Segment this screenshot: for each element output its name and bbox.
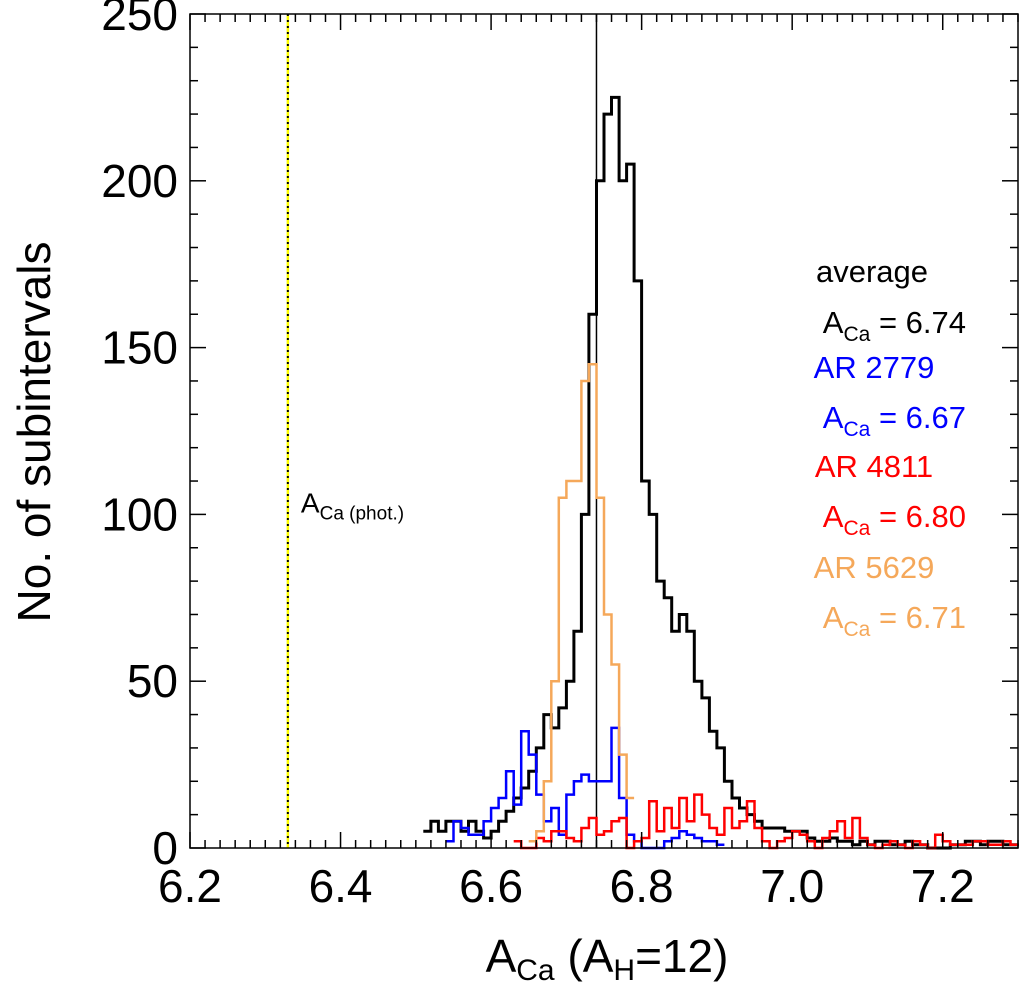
y-tick-label: 50 — [127, 655, 178, 707]
tick-labels: 6.2 6.4 6.6 6.8 7.0 7.2 0 50 100 150 200 250 — [101, 0, 974, 912]
y-tick-label: 200 — [101, 155, 178, 207]
axis-ticks — [189, 13, 1019, 849]
x-axis-label-paren-rest: =12) — [635, 930, 728, 982]
legend-title: average — [816, 254, 928, 289]
x-tick-label: 6.8 — [610, 860, 674, 912]
y-tick-label: 250 — [101, 0, 178, 40]
x-tick-label: 6.2 — [158, 860, 222, 912]
y-tick-label: 0 — [152, 822, 178, 874]
y-axis-label: No. of subintervals — [8, 242, 60, 623]
legend-ar5629-label: AR 5629 — [814, 550, 935, 585]
reference-label-sub: Ca (phot.) — [320, 503, 404, 524]
y-tick-label: 100 — [101, 488, 178, 540]
x-axis-label-sub: Ca — [516, 954, 555, 982]
legend-ar2779-value: ACa = 6.67 — [823, 400, 966, 441]
x-tick-label: 6.4 — [309, 860, 373, 912]
x-axis-label-paren: (A — [555, 930, 614, 982]
y-tick-label: 150 — [101, 322, 178, 374]
reference-label: ACa (phot.) — [301, 487, 404, 524]
legend-ar2779-label: AR 2779 — [814, 350, 935, 385]
plot-frame — [189, 13, 1019, 849]
x-tick-label: 6.6 — [459, 860, 523, 912]
x-tick-label: 7.2 — [911, 860, 975, 912]
legend-average-value: ACa = 6.74 — [823, 305, 966, 346]
x-axis-label-paren-sub: H — [613, 954, 635, 982]
legend-ar4811-value: ACa = 6.80 — [823, 499, 966, 540]
reference-label-main: A — [301, 487, 320, 518]
x-axis-label-main: A — [486, 930, 517, 982]
x-tick-label: 7.0 — [760, 860, 824, 912]
legend-ar5629-value: ACa = 6.71 — [823, 600, 966, 641]
legend: average ACa = 6.74 AR 2779 ACa = 6.67 AR… — [814, 254, 966, 641]
x-axis-label: ACa (AH=12) — [486, 930, 729, 982]
legend-ar4811-label: AR 4811 — [815, 449, 933, 484]
histogram-series-1 — [445, 726, 725, 850]
histogram-series-3 — [528, 363, 635, 843]
